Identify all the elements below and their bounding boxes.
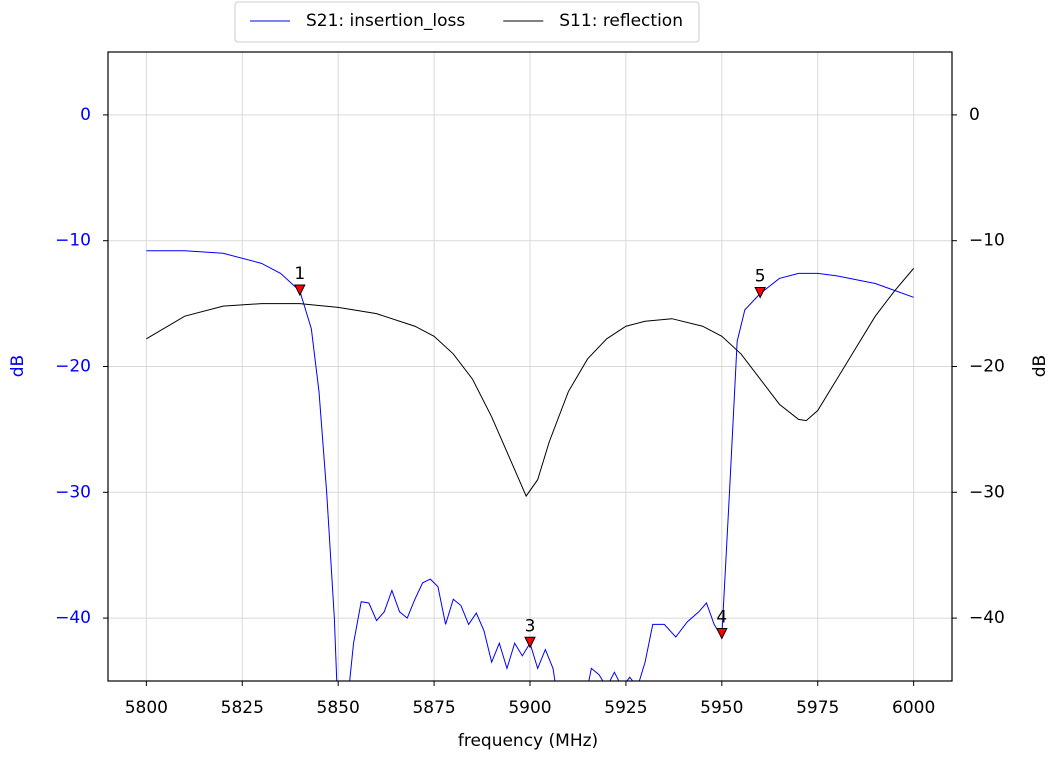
y-tick-label: −30 [55,482,91,502]
y-tick-label: −10 [55,231,91,251]
y2-tick-label: 0 [969,105,980,125]
y-axis-label: dB [8,355,28,377]
x-tick-label: 5800 [125,698,168,718]
legend-label: S21: insertion_loss [306,11,465,31]
x-tick-label: 6000 [892,698,935,718]
legend-box [234,1,700,43]
marker [754,287,766,299]
y2-tick-label: −30 [969,482,1005,502]
y2-tick-label: −20 [969,357,1005,377]
marker-label: 5 [755,267,766,287]
legend: S21: insertion_loss S11: reflection [234,1,700,43]
x-axis-label: frequency (MHz) [458,731,598,751]
y-tick-label: −20 [55,357,91,377]
y2-tick-label: −40 [969,608,1005,628]
marker-label: 4 [716,607,727,627]
plot-area [146,250,915,681]
x-tick-label: 5825 [221,698,264,718]
x-tick-label: 5925 [604,698,647,718]
y2-axis-label: dB [1030,355,1050,377]
marker [716,627,728,640]
marker-label: 3 [525,616,536,636]
series-line [146,250,914,681]
marker-label: 1 [294,264,305,284]
y2-tick-label: −10 [969,231,1005,251]
x-tick-label: 5950 [700,698,743,718]
x-tick-label: 5875 [412,698,455,718]
x-tick-label: 5900 [508,698,551,718]
y-tick-label: 0 [80,105,91,125]
marker [524,636,536,649]
grid [108,52,952,681]
x-tick-label: 5850 [317,698,360,718]
x-tick-label: 5975 [796,698,839,718]
y-tick-label: −40 [55,608,91,628]
marker [294,284,306,297]
series-line [146,268,915,498]
legend-label: S11: reflection [559,11,683,31]
